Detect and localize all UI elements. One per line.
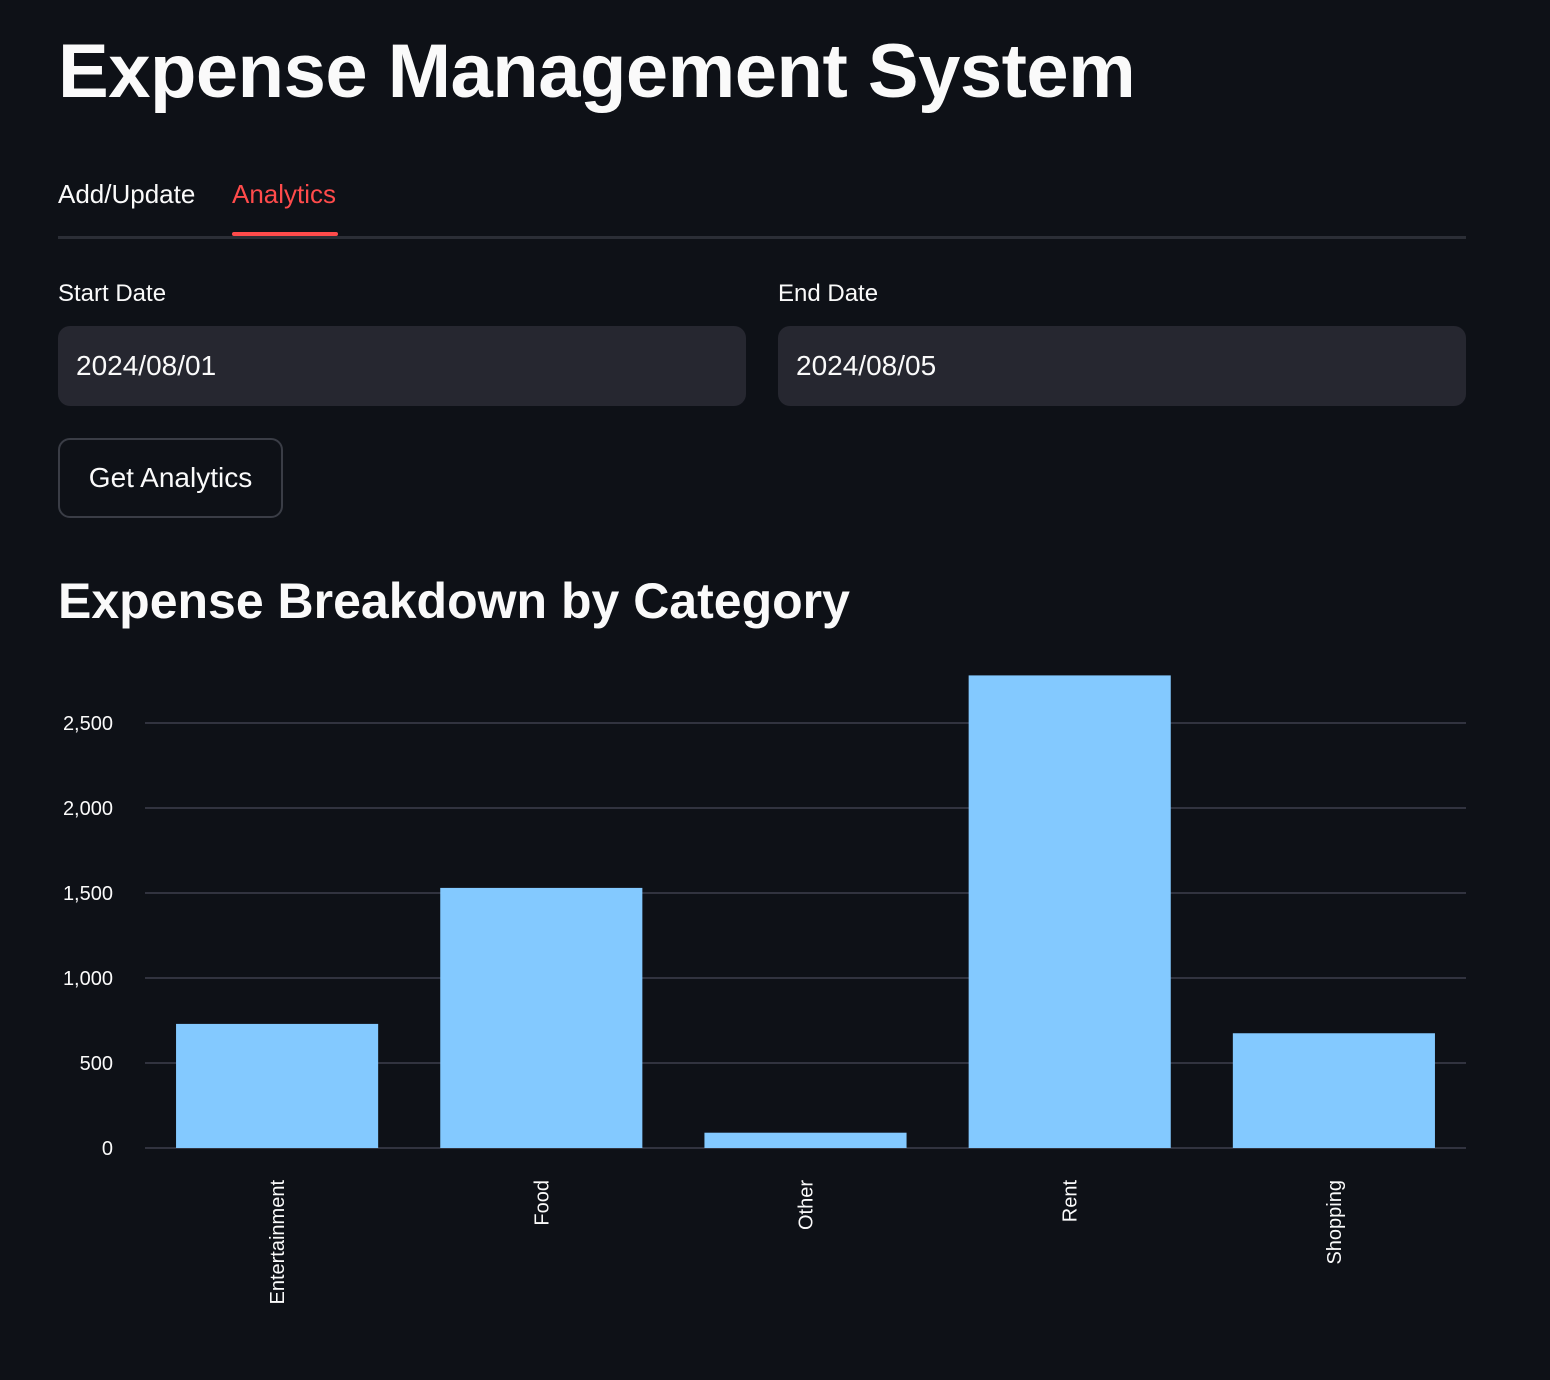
x-tick-label: Entertainment [267, 1180, 289, 1305]
end-date-label: End Date [778, 280, 879, 307]
x-tick-label: Rent [1060, 1180, 1082, 1223]
y-tick-label: 1,000 [63, 968, 113, 990]
expense-bar-chart: 0 500 1,000 1,500 2,000 2,500 Entertainment Foo… [63, 675, 1466, 1305]
start-date-label: Start Date [58, 280, 167, 307]
start-date-input[interactable] [58, 326, 746, 406]
active-tab-indicator [232, 232, 338, 236]
bar-food [440, 887, 643, 1148]
tab-add-update[interactable]: Add/Update [58, 179, 196, 209]
bar-other [704, 1132, 907, 1148]
section-title: Expense Breakdown by Category [58, 573, 850, 629]
bar-entertainment [176, 1023, 379, 1148]
bar-rent [968, 675, 1171, 1148]
x-tick-label: Shopping [1324, 1180, 1346, 1265]
tab-bar: Add/Update Analytics [58, 168, 1466, 239]
bar-shopping [1232, 1033, 1435, 1148]
tab-analytics[interactable]: Analytics [232, 179, 337, 209]
y-tick-label: 2,500 [63, 713, 113, 735]
y-tick-label: 2,000 [63, 798, 113, 820]
y-tick-label: 500 [80, 1053, 113, 1075]
get-analytics-button[interactable]: Get Analytics [58, 438, 283, 518]
page-title: Expense Management System [58, 29, 1136, 114]
y-tick-label: 0 [102, 1138, 113, 1160]
x-tick-label: Food [531, 1180, 553, 1226]
y-tick-label: 1,500 [63, 883, 113, 905]
end-date-input[interactable] [778, 326, 1466, 406]
x-tick-label: Other [796, 1180, 818, 1230]
